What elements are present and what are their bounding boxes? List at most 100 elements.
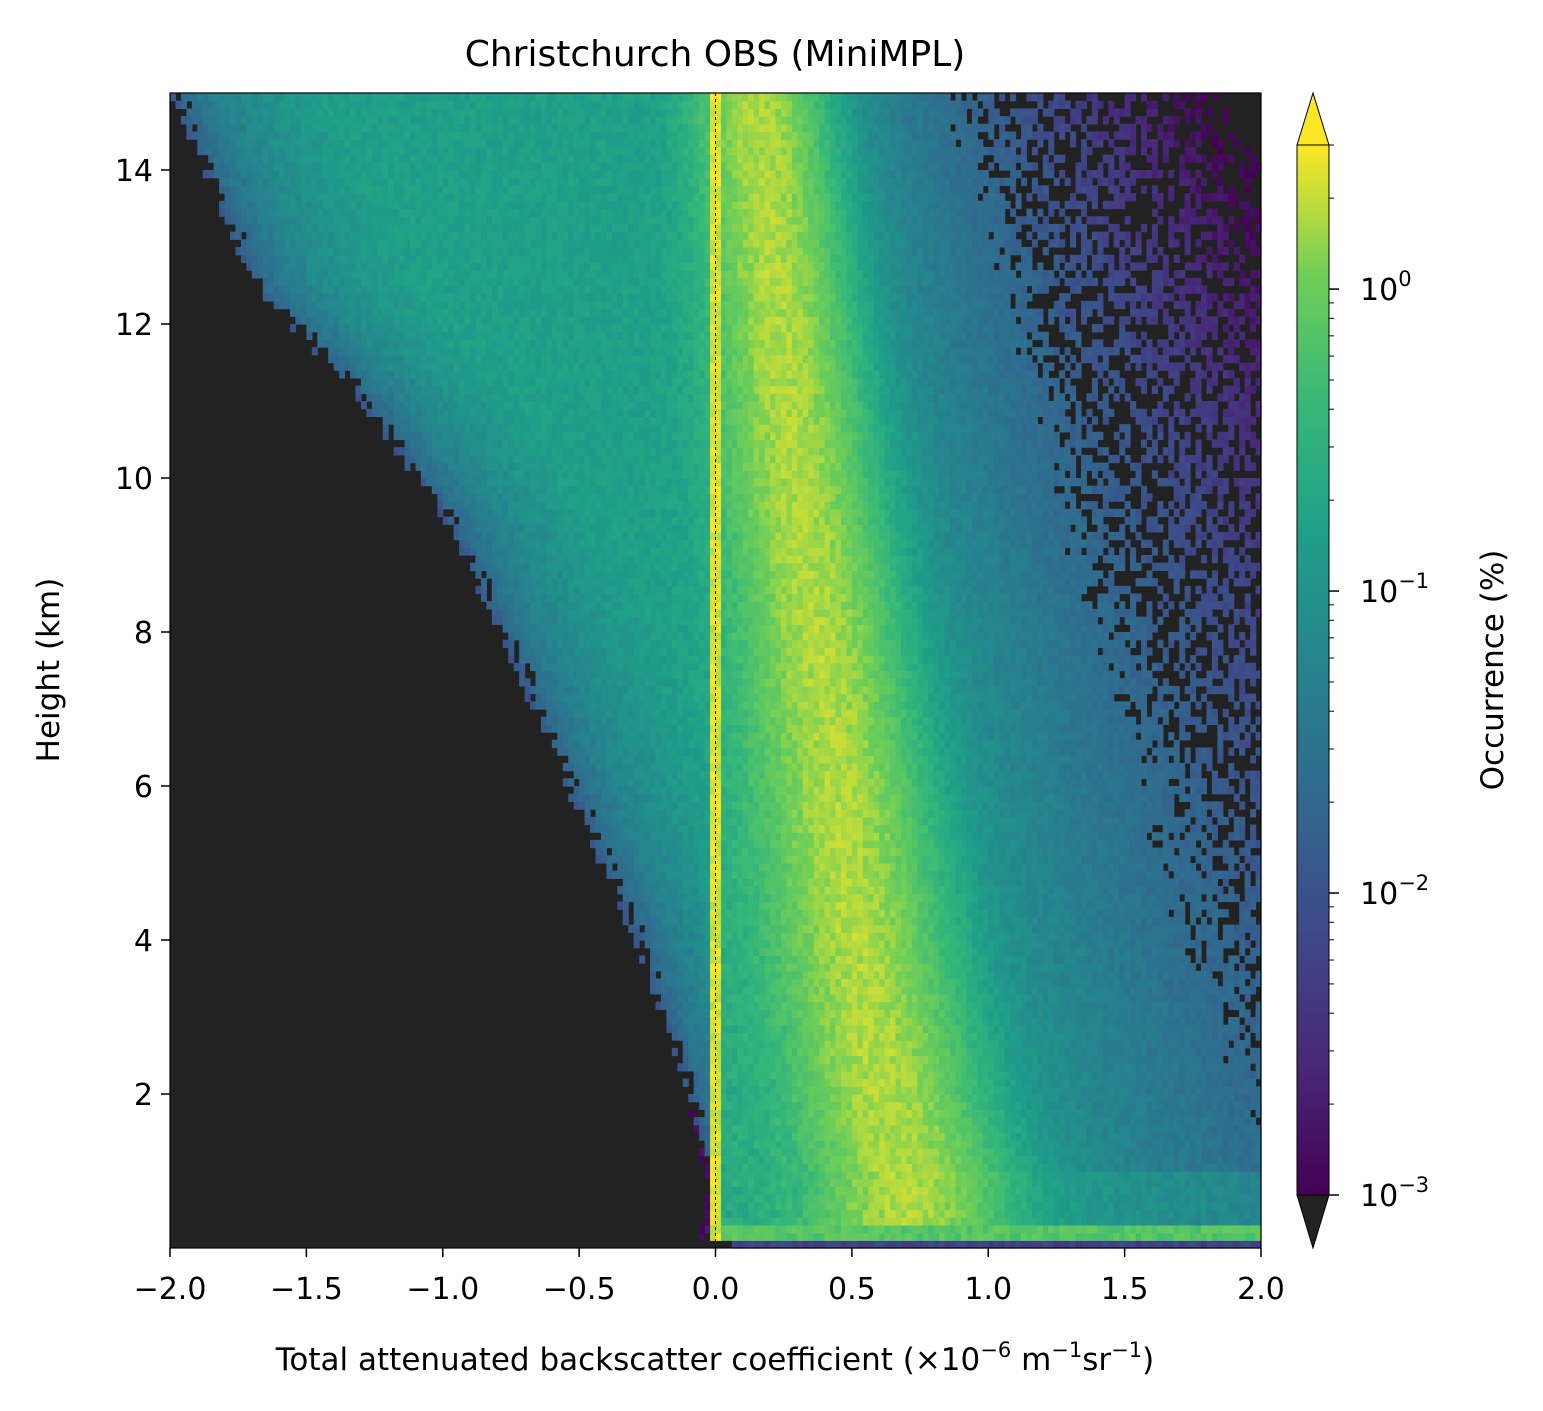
heatmap-cell [688,878,694,886]
heatmap-cell [743,1094,749,1102]
heatmap-cell [994,1140,1000,1148]
heatmap-cell [1250,1048,1256,1056]
heatmap-cell [1032,1086,1038,1094]
heatmap-cell [939,1179,945,1187]
heatmap-cell [1179,1071,1185,1079]
heatmap-cell [972,1079,978,1087]
heatmap-cell [1103,1056,1109,1064]
heatmap-cell [857,1194,863,1202]
heatmap-cell [1196,1210,1202,1218]
heatmap-cell [1037,1156,1043,1164]
heatmap-cell [874,963,880,971]
heatmap-cell [901,1002,907,1010]
heatmap-cell [1108,963,1114,971]
heatmap-cell [1212,963,1218,971]
heatmap-cell [1010,1148,1016,1156]
heatmap-cell [825,1063,831,1071]
heatmap-cell [759,1056,765,1064]
heatmap-cell [846,1202,852,1210]
heatmap-cell [1136,1202,1142,1210]
heatmap-cell [1190,1202,1196,1210]
heatmap-cell [857,1094,863,1102]
heatmap-cell [923,894,929,902]
heatmap-cell [765,1086,771,1094]
heatmap-cell [906,1186,912,1194]
heatmap-cell [765,1094,771,1102]
heatmap-cell [1016,1040,1022,1048]
heatmap-cell [1146,1217,1152,1225]
heatmap-cell [966,1171,972,1179]
heatmap-cell [1250,1125,1256,1133]
heatmap-cell [1217,1148,1223,1156]
heatmap-cell [737,1125,743,1133]
heatmap-cell [666,979,672,987]
heatmap-cell [939,1102,945,1110]
heatmap-cell [956,979,962,987]
heatmap-cell [786,1063,792,1071]
heatmap-cell [716,1171,722,1179]
heatmap-cell [1021,1040,1027,1048]
heatmap-cell [1152,1210,1158,1218]
heatmap-cell [770,963,776,971]
heatmap-cell [879,1079,885,1087]
heatmap-cell [1037,979,1043,987]
heatmap-cell [1152,1009,1158,1017]
heatmap-cell [1206,1225,1212,1233]
heatmap-cell [1130,1194,1136,1202]
heatmap-cell [814,948,820,956]
heatmap-cell [1081,1094,1087,1102]
heatmap-cell [879,1009,885,1017]
heatmap-cell [1163,948,1169,956]
heatmap-cell [1114,1002,1120,1010]
heatmap-cell [836,1102,842,1110]
heatmap-cell [770,1186,776,1194]
heatmap-cell [1206,940,1212,948]
heatmap-cell [726,1186,732,1194]
heatmap-cell [1125,886,1131,894]
heatmap-cell [765,1163,771,1171]
heatmap-cell [1108,1063,1114,1071]
heatmap-cell [928,948,934,956]
heatmap-cell [846,1156,852,1164]
heatmap-cell [1032,886,1038,894]
heatmap-cell [836,1117,842,1125]
heatmap-cell [1097,963,1103,971]
heatmap-cell [1201,1194,1207,1202]
heatmap-cell [1152,948,1158,956]
heatmap-cell [956,1071,962,1079]
heatmap-cell [792,986,798,994]
heatmap-cell [1239,1148,1245,1156]
heatmap-cell [1223,1217,1229,1225]
heatmap-cell [672,925,678,933]
heatmap-cell [1081,986,1087,994]
heatmap-cell [1076,1063,1082,1071]
heatmap-cell [1146,1202,1152,1210]
heatmap-cell [1136,979,1142,987]
heatmap-cell [699,1002,705,1010]
heatmap-cell [1168,1225,1174,1233]
heatmap-cell [1136,886,1142,894]
heatmap-cell [885,1217,891,1225]
heatmap-cell [1070,1009,1076,1017]
heatmap-cell [945,1194,951,1202]
heatmap-cell [836,1079,842,1087]
heatmap-cell [906,1071,912,1079]
heatmap-cell [961,1117,967,1125]
heatmap-cell [983,1140,989,1148]
heatmap-cell [923,1133,929,1141]
heatmap-cell [1016,1133,1022,1141]
heatmap-cell [1070,917,1076,925]
heatmap-cell [863,1163,869,1171]
heatmap-cell [1245,1240,1251,1248]
heatmap-cell [836,1186,842,1194]
heatmap-cell [857,1202,863,1210]
heatmap-cell [928,1156,934,1164]
heatmap-cell [737,1202,743,1210]
heatmap-cell [1125,1194,1131,1202]
heatmap-cell [999,955,1005,963]
heatmap-cell [1108,1210,1114,1218]
heatmap-cell [759,1102,765,1110]
heatmap-cell [1190,979,1196,987]
heatmap-cell [726,1148,732,1156]
heatmap-cell [1136,1109,1142,1117]
